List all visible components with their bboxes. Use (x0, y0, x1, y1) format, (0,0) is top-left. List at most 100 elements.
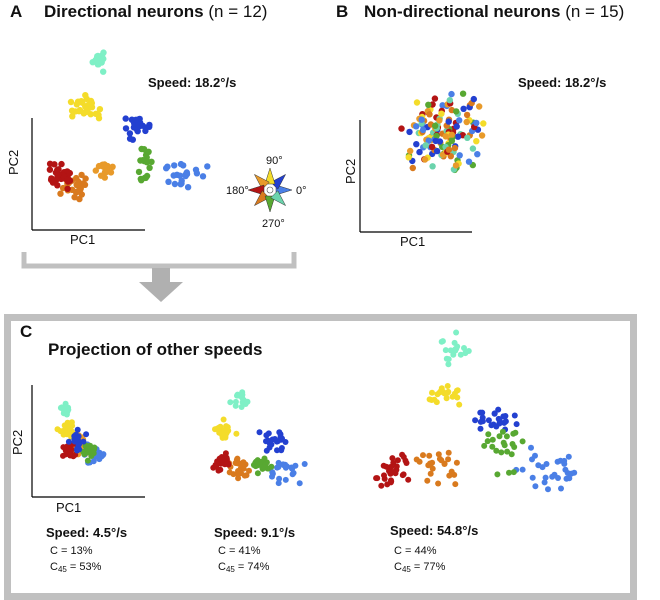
subplot-3-point (453, 329, 460, 336)
subplot-1-point (60, 452, 66, 459)
subplot-2-point (278, 445, 285, 451)
panel-b-point (442, 133, 449, 140)
panel-b-point (426, 111, 433, 118)
subplot-3-point (494, 471, 501, 478)
subplot-2-point (263, 447, 270, 454)
panel-a-point (81, 181, 89, 188)
panel-a-point (139, 122, 146, 129)
subplot-3-point (445, 388, 452, 395)
subplot-3-point (442, 347, 449, 354)
subplot-3-point (484, 438, 491, 445)
subplot-3-point (529, 474, 536, 481)
panel-b-point (473, 138, 480, 145)
panel-a-point (76, 106, 84, 114)
subplot-3-point (541, 479, 548, 486)
panel-a-point (58, 160, 65, 168)
subplot-3-c45: C45 = 77% (394, 561, 446, 574)
subplot-1-point (65, 406, 72, 413)
subplot-1-point (90, 458, 97, 465)
subplot-2-point (292, 462, 299, 469)
panel-b-point (473, 119, 480, 127)
panel-a-point (143, 172, 151, 180)
subplot-3-point (491, 410, 498, 417)
subplot-3-point (457, 351, 464, 358)
subplot-3-point (519, 438, 526, 445)
panel-b-point (453, 108, 460, 115)
panel-a-point (138, 177, 145, 184)
panel-b-point (454, 133, 462, 140)
legend-arrow-180 (247, 184, 265, 196)
panel-b-point (433, 147, 441, 155)
subplot-3-point (495, 415, 502, 422)
panel-a-n: (n = 12) (208, 2, 268, 21)
panel-a-point (100, 49, 107, 56)
panel-a-point (184, 184, 192, 191)
panel-b-point (406, 128, 413, 136)
subplot-2-point (233, 430, 240, 437)
subplot-3-point (493, 423, 500, 430)
panel-a-point (99, 161, 106, 169)
subplot-3-point (452, 346, 459, 353)
subplot-3-point (445, 456, 452, 463)
subplot-1-speed: Speed: 4.5°/s (46, 525, 128, 540)
panel-b-point (464, 134, 471, 141)
subplot-3-point (394, 457, 401, 464)
subplot-2-point (256, 429, 263, 436)
panel-b-point (445, 146, 453, 153)
panel-a-point (73, 101, 81, 108)
subplot-2-point (238, 404, 245, 410)
panel-a-point (82, 108, 90, 116)
subplot-1-point (83, 431, 90, 438)
subplot-3-point (378, 482, 385, 489)
subplot-2-point (250, 462, 257, 468)
panel-a-letter: A (10, 2, 23, 21)
subplot-2-point (276, 429, 283, 436)
panel-b-point (438, 110, 445, 117)
subplot-3-point (452, 481, 459, 488)
legend-arrow-225 (253, 190, 270, 207)
panel-b-point (470, 95, 477, 103)
panel-b-speed: Speed: 18.2°/s (518, 75, 607, 90)
subplot-1-point (84, 457, 91, 464)
subplot-3-point (535, 462, 542, 469)
panel-a-point (104, 167, 111, 175)
legend-arrow-270 (264, 195, 276, 213)
subplot-2-point (236, 468, 242, 475)
panel-a-point (132, 116, 140, 124)
panel-b-point (476, 103, 483, 110)
panel-a-point (122, 125, 130, 132)
subplot-2-point (222, 450, 229, 457)
subplot-3-point (500, 439, 507, 446)
subplot-2-point (221, 461, 228, 468)
subplot-2-point (261, 455, 268, 462)
panel-b-point (463, 118, 470, 126)
panel-b-point (459, 90, 467, 97)
subplot-3-point (479, 414, 486, 421)
subplot-2-point (274, 447, 280, 454)
subplot-2-point (227, 399, 234, 406)
panel-b-point (469, 145, 477, 152)
subplot-3-point (499, 428, 506, 435)
panel-b-point (425, 101, 432, 109)
panel-b-point (460, 105, 467, 113)
subplot-2-point (239, 463, 245, 470)
subplot-3-point (420, 452, 426, 459)
subplot-2-point (218, 456, 225, 463)
subplot-3-point (389, 455, 396, 462)
panel-a-point (47, 176, 55, 184)
panel-b-point (448, 131, 455, 138)
legend-arrow-45 (270, 173, 287, 190)
subplot-3-c: C = 44% (394, 545, 437, 557)
subplot-3-point (551, 471, 558, 478)
panel-b-letter: B (336, 2, 349, 21)
panel-a-point (170, 172, 177, 179)
subplot-3-point (566, 475, 573, 482)
panel-b-point (436, 117, 443, 124)
subplot-3-point (453, 459, 460, 466)
panel-a-point (164, 163, 171, 170)
subplot-3-point (435, 451, 442, 458)
panel-b-point (418, 116, 425, 123)
panel-c-title: Projection of other speeds (48, 340, 263, 359)
panel-b-point (422, 142, 429, 149)
subplot-2-point (234, 460, 241, 467)
